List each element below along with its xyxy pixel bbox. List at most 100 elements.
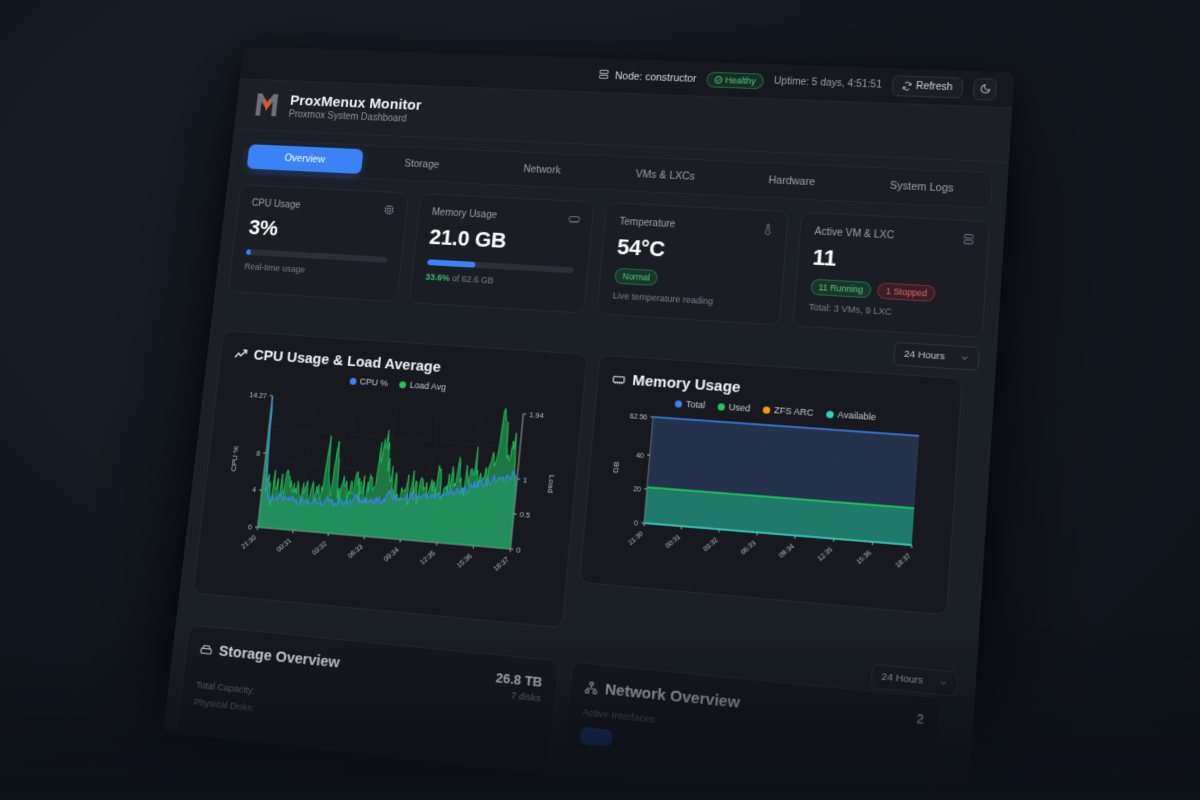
memory-usage-footer: 33.6% of 62.6 GB [425, 272, 573, 290]
svg-text:4: 4 [252, 485, 257, 494]
chevron-down-icon [960, 353, 970, 363]
network-nodes-icon [584, 681, 598, 696]
tab-overview[interactable]: Overview [246, 144, 364, 174]
svg-text:21:30: 21:30 [241, 534, 258, 551]
svg-text:20: 20 [633, 486, 642, 494]
theme-toggle-button[interactable] [972, 77, 998, 101]
svg-text:12:35: 12:35 [816, 546, 834, 563]
svg-text:06:33: 06:33 [347, 543, 365, 560]
legend-dot-cpu [349, 377, 357, 385]
svg-text:00:31: 00:31 [276, 537, 293, 554]
legend-dot-total [674, 399, 683, 408]
svg-text:14.27: 14.27 [249, 390, 267, 400]
legend-item-used: Used [717, 401, 751, 414]
svg-text:1.94: 1.94 [529, 410, 544, 420]
storage-overview-title-row: Storage Overview [199, 641, 341, 672]
vms-stopped-badge: 1 Stopped [877, 282, 936, 302]
uptime-text: Uptime: 5 days, 4:51:51 [773, 75, 883, 91]
svg-text:18:37: 18:37 [493, 556, 511, 573]
storage-disk-count: 7 disks [510, 690, 542, 705]
refresh-button[interactable]: Refresh [891, 75, 964, 99]
svg-text:62.56: 62.56 [629, 413, 647, 421]
refresh-label: Refresh [915, 80, 953, 94]
svg-text:15:36: 15:36 [456, 553, 474, 570]
legend-dot-used [717, 402, 725, 411]
svg-text:1: 1 [523, 475, 528, 485]
svg-text:Load: Load [546, 474, 557, 493]
svg-text:CPU %: CPU % [229, 446, 240, 472]
cpu-usage-progress-track [245, 249, 388, 263]
legend-label-zfs-arc: ZFS ARC [773, 404, 814, 418]
svg-text:15:36: 15:36 [855, 549, 873, 566]
legend-item-zfs-arc: ZFS ARC [762, 404, 814, 418]
health-badge-label: Healthy [724, 74, 757, 86]
svg-text:0: 0 [516, 545, 521, 555]
legend-label-cpu: CPU % [359, 376, 389, 389]
legend-dot-available [825, 410, 834, 418]
time-range-value: 24 Hours [903, 348, 946, 363]
active-vm-lxc-label: Active VM & LXC [814, 226, 895, 242]
refresh-icon [902, 81, 912, 90]
memory-chart-panel: Memory Usage Total Used ZFS ARC [578, 354, 963, 616]
memory-usage-value: 21.0 GB [428, 224, 508, 253]
memory-chart-canvas: 62.56 40 20 0 GB 21:30 00:31 03:32 06:33 09:34 12:… [596, 406, 943, 593]
svg-text:09:34: 09:34 [383, 547, 401, 564]
memory-usage-progress-fill [426, 259, 476, 268]
memory-usage-card: Memory Usage 21.0 GB 33.6% of 62.6 GB [408, 193, 595, 314]
svg-text:0: 0 [248, 522, 253, 531]
cpu-chip-icon [382, 203, 395, 221]
tab-hardware[interactable]: Hardware [768, 174, 816, 189]
memory-usage-percent: 33.6% [424, 271, 451, 283]
app-header: ProxMenux Monitor Proxmox System Dashboa… [233, 79, 1013, 163]
chart-row: CPU Usage & Load Average CPU % Load Avg … [179, 322, 995, 667]
temperature-card: Temperature 54°C Normal Live temperature… [596, 202, 789, 326]
memory-usage-total: of 62.6 GB [451, 273, 495, 286]
memory-stick-icon [567, 212, 581, 230]
svg-text:18:37: 18:37 [894, 552, 913, 569]
legend-item-available: Available [825, 409, 876, 422]
proxmenux-logo-icon [252, 90, 282, 119]
tab-network[interactable]: Network [522, 163, 562, 177]
hard-drive-icon [199, 643, 213, 657]
cpu-usage-label: CPU Usage [251, 198, 301, 211]
temperature-status-badge: Normal [613, 267, 659, 287]
svg-text:09:34: 09:34 [778, 543, 796, 560]
network-overview-title-row: Network Overview [584, 679, 741, 713]
network-interface-chip[interactable] [579, 726, 613, 747]
temperature-label: Temperature [618, 216, 676, 231]
moon-icon [979, 83, 991, 94]
memory-chart-svg: 62.56 40 20 0 GB 21:30 00:31 03:32 06:33 09:34 12:… [611, 413, 945, 569]
network-interface-count: 2 [916, 711, 925, 728]
legend-item-total: Total [674, 398, 706, 411]
legend-label-used: Used [728, 401, 751, 414]
svg-text:12:35: 12:35 [419, 550, 437, 567]
dashboard-window: Node: constructor Healthy Uptime: 5 days… [162, 46, 1015, 800]
tab-vms-lxcs[interactable]: VMs & LXCs [635, 168, 696, 183]
server-stack-icon [962, 232, 976, 251]
legend-dot-load [399, 380, 407, 388]
cpu-usage-value: 3% [247, 215, 280, 241]
cpu-load-chart-panel: CPU Usage & Load Average CPU % Load Avg … [192, 330, 588, 629]
vms-running-badge: 11 Running [809, 278, 873, 299]
status-badge-healthy: Healthy [705, 71, 765, 89]
legend-item-cpu: CPU % [349, 376, 389, 389]
memory-chart-title: Memory Usage [631, 371, 742, 397]
tab-storage[interactable]: Storage [403, 157, 440, 171]
tab-system-logs[interactable]: System Logs [889, 179, 954, 195]
svg-text:06:33: 06:33 [740, 539, 758, 556]
active-vm-lxc-footer: Total: 3 VMs, 9 LXC [808, 301, 893, 317]
legend-item-load: Load Avg [399, 379, 446, 392]
temperature-footer: Live temperature reading [612, 290, 714, 307]
network-overview-title: Network Overview [604, 680, 741, 713]
memory-stick-icon [612, 373, 626, 387]
legend-label-total: Total [685, 398, 706, 411]
time-range-value-2: 24 Hours [881, 671, 924, 687]
cpu-usage-progress-fill [245, 249, 251, 256]
memory-usage-progress-track [426, 259, 574, 274]
trending-up-icon [234, 347, 248, 361]
svg-text:21:30: 21:30 [627, 530, 645, 547]
node-info: Node: constructor [598, 68, 697, 85]
stat-card-row: CPU Usage 3% Real-time usage Memory Usag… [215, 172, 1006, 338]
legend-label-load: Load Avg [409, 379, 447, 393]
cpu-usage-card: CPU Usage 3% Real-time usage [227, 184, 409, 303]
